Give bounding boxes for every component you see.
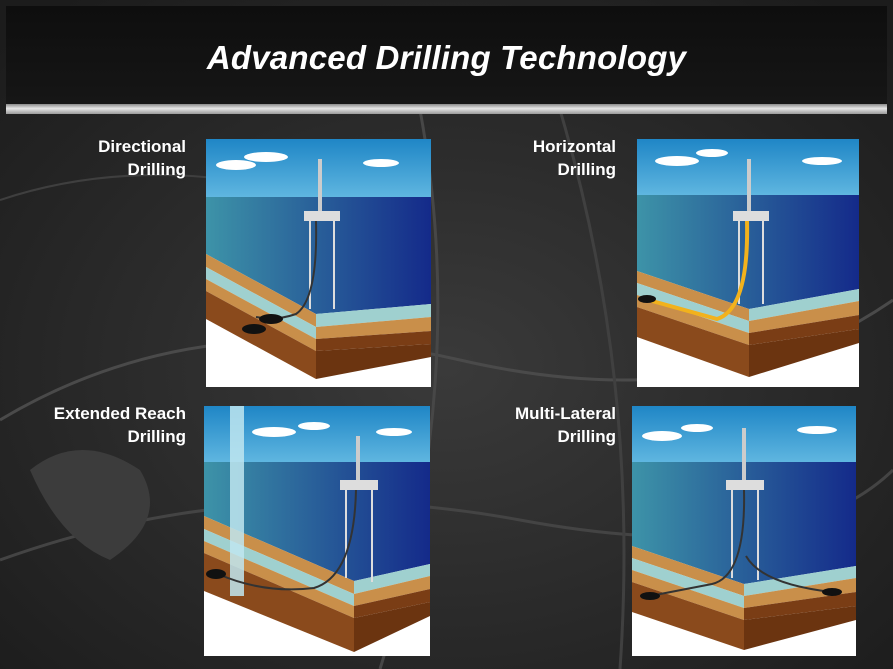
directional-drilling-illustration <box>206 139 431 379</box>
panel-label-directional: Directional Drilling <box>20 135 186 181</box>
label-line-2: Drilling <box>557 427 616 446</box>
slide-title: Advanced Drilling Technology <box>206 39 687 76</box>
extended-reach-drilling-panel <box>204 406 430 656</box>
label-line-1: Directional <box>98 137 186 156</box>
label-line-1: Extended Reach <box>53 404 186 423</box>
title-bar: Advanced Drilling Technology <box>6 6 887 104</box>
panel-label-extended-reach: Extended Reach Drilling <box>10 402 186 448</box>
label-line-1: Multi-Lateral <box>514 404 616 423</box>
label-line-2: Drilling <box>127 427 186 446</box>
multi-lateral-drilling-illustration <box>632 406 856 650</box>
horizontal-drilling-illustration <box>637 139 859 377</box>
extended-reach-drilling-illustration <box>204 406 430 652</box>
panel-label-multi-lateral: Multi-Lateral Drilling <box>450 402 616 448</box>
multi-lateral-drilling-panel <box>632 406 856 656</box>
label-line-2: Drilling <box>127 160 186 179</box>
horizontal-drilling-panel <box>637 139 859 387</box>
label-line-2: Drilling <box>557 160 616 179</box>
label-line-1: Horizontal <box>532 137 616 156</box>
directional-drilling-panel <box>206 139 431 387</box>
panel-label-horizontal: Horizontal Drilling <box>450 135 616 181</box>
title-divider <box>6 104 887 114</box>
